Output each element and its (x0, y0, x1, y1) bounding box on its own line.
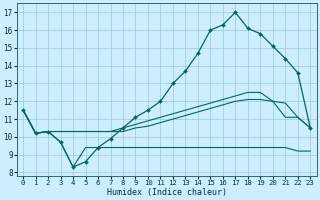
X-axis label: Humidex (Indice chaleur): Humidex (Indice chaleur) (107, 188, 227, 197)
